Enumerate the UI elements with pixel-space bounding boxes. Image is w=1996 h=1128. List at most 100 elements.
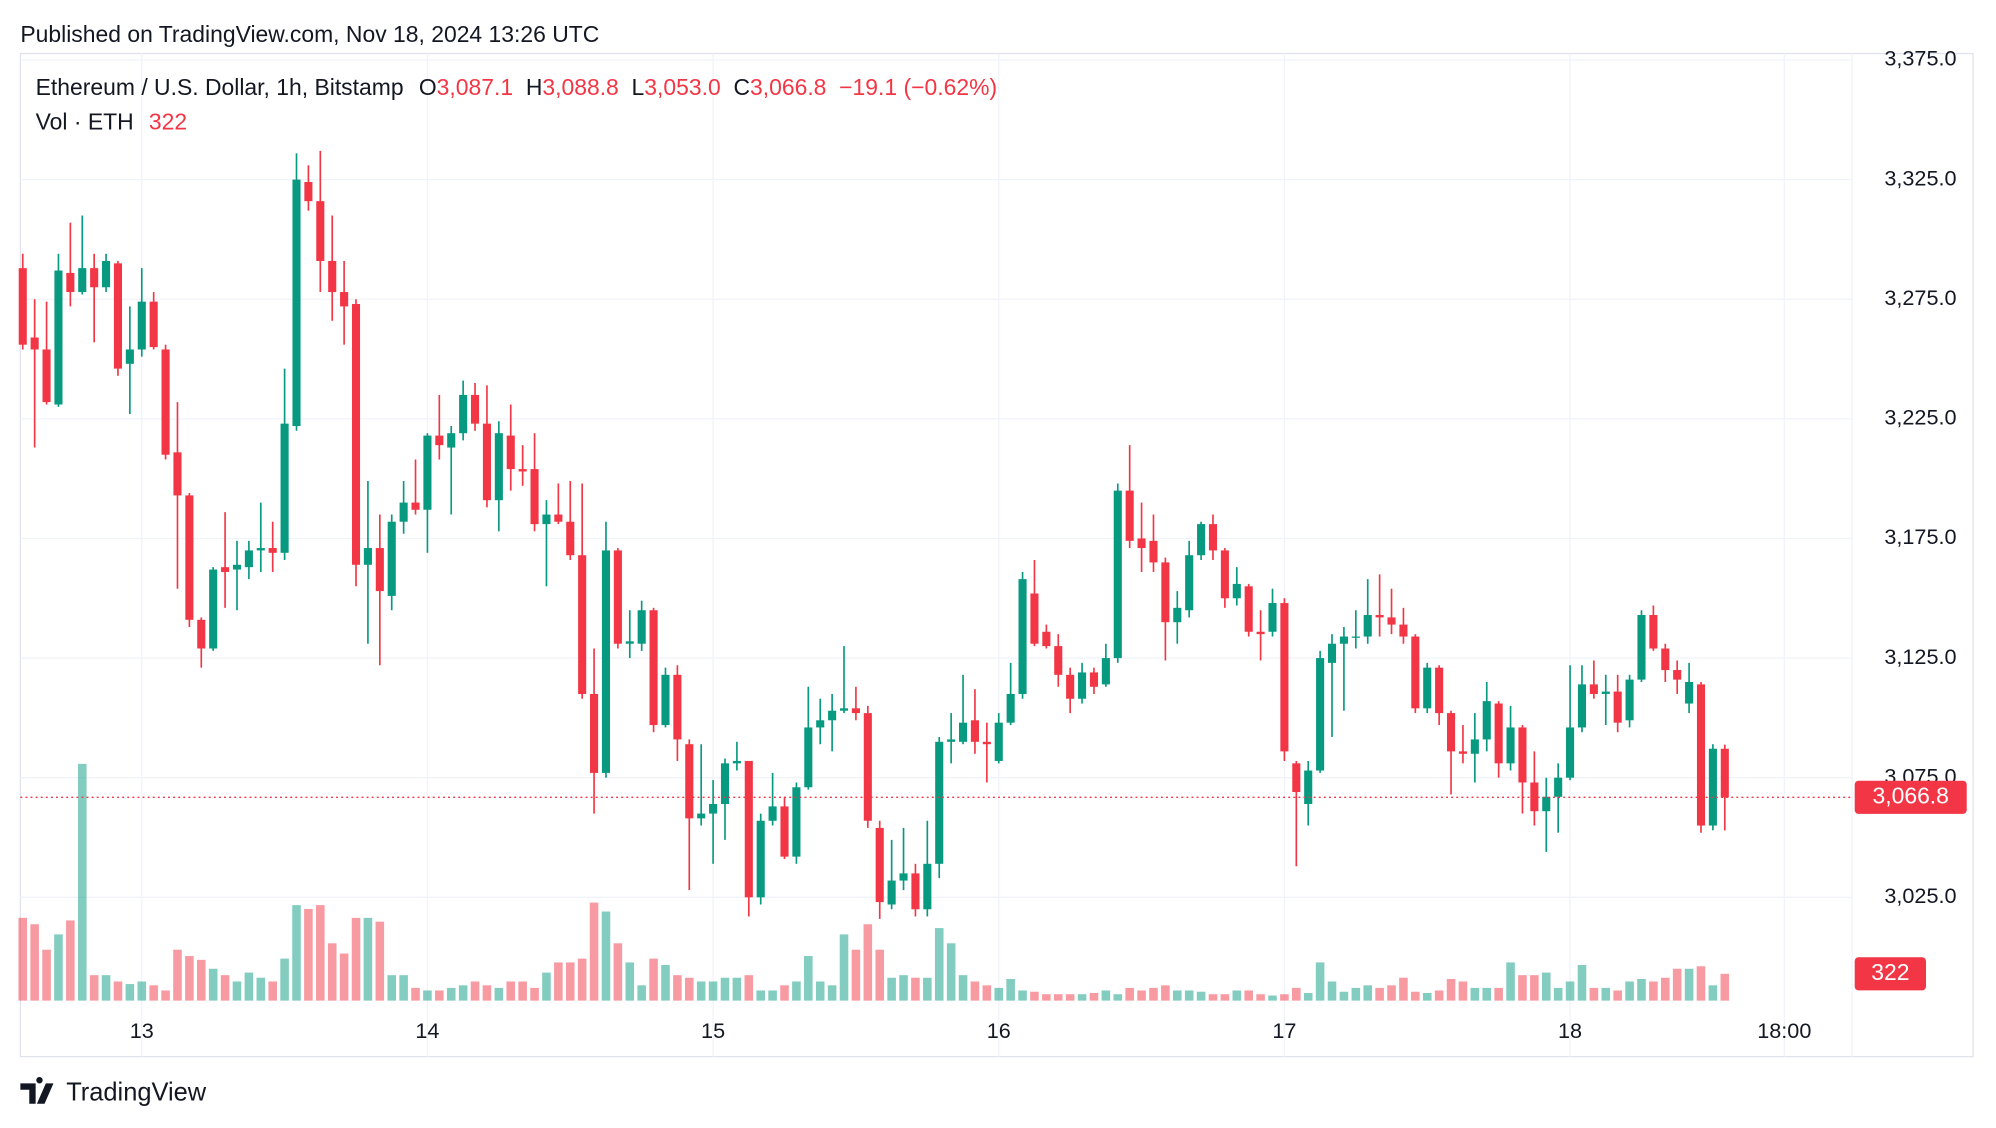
volume-bar — [363, 917, 373, 1001]
grid — [20, 53, 1853, 1057]
candle-body — [828, 710, 837, 721]
volume-bar — [1422, 992, 1432, 1001]
candle-body — [1482, 701, 1491, 740]
volume-bar — [744, 975, 754, 1001]
candle-body — [42, 349, 51, 403]
brand-logo — [20, 1077, 54, 1104]
candle-body — [1208, 524, 1218, 551]
candle-body — [625, 641, 634, 644]
price-tag: 3,066.8 — [1872, 782, 1948, 808]
volume-bar — [470, 981, 480, 1001]
ohlc-value: 3,066.8 — [750, 74, 826, 100]
candle-body — [1078, 672, 1087, 699]
volume-bar — [1196, 991, 1206, 1001]
candle-body — [375, 548, 384, 592]
volume-bar — [565, 962, 575, 1001]
candle-body — [887, 880, 896, 905]
volume-bar — [351, 917, 361, 1001]
volume-legend: Vol · ETH 322 — [36, 109, 188, 135]
volume-bar — [1018, 990, 1027, 1001]
candle-body — [328, 260, 337, 293]
candle-body — [470, 394, 480, 424]
volume-bar — [327, 943, 337, 1001]
volume-bar — [42, 949, 51, 1001]
volume-bar — [1625, 981, 1634, 1001]
candle-body — [161, 349, 170, 455]
candle-body — [1316, 658, 1325, 771]
volume-bar — [1613, 990, 1622, 1001]
candle-body — [875, 827, 884, 903]
candle-body — [792, 787, 801, 857]
candle-body — [351, 304, 361, 565]
candle-body — [839, 708, 849, 711]
candle-body — [1018, 579, 1027, 694]
candle-body — [435, 435, 444, 446]
x-tick-label: 13 — [130, 1018, 154, 1043]
ohlc-label: H — [526, 74, 543, 100]
volume-bar — [1720, 973, 1730, 1001]
volume-bar — [649, 958, 658, 1001]
volume-bar — [1601, 987, 1611, 1001]
volume-bar — [554, 962, 563, 1001]
candle-body — [590, 693, 599, 773]
x-tick-label: 18:00 — [1757, 1018, 1811, 1043]
volume-bar — [875, 949, 885, 1001]
candle-body — [1637, 615, 1646, 680]
volume-bar — [625, 962, 635, 1001]
candle-body — [18, 268, 27, 345]
candle-body — [780, 806, 789, 857]
volume-bar — [863, 924, 873, 1001]
volume-bar — [149, 985, 158, 1001]
candle-body — [1042, 631, 1051, 647]
candle-body — [804, 727, 813, 788]
candle-body — [1518, 727, 1527, 783]
volume-bar — [1220, 994, 1230, 1001]
ohlc-label: L — [632, 74, 645, 100]
candle-body — [459, 394, 468, 434]
volume-bar — [1375, 987, 1384, 1001]
candle-body — [1613, 691, 1622, 723]
volume-bar — [1649, 981, 1658, 1001]
candle-body — [506, 435, 515, 470]
candle-body — [542, 514, 551, 525]
candle-body — [911, 873, 920, 910]
brand: TradingView — [20, 1077, 207, 1106]
volume-bar — [77, 763, 87, 1001]
volume-bar — [1530, 975, 1539, 1001]
volume-bar — [530, 987, 539, 1001]
candle-body — [1268, 603, 1277, 632]
volume-bar — [1458, 981, 1468, 1001]
candle-body — [1470, 739, 1479, 754]
volume-bar — [494, 987, 504, 1001]
y-tick-label: 3,175.0 — [1884, 524, 1956, 549]
volume-bar — [66, 920, 75, 1001]
volume-bar — [54, 934, 63, 1001]
candle-body — [947, 739, 956, 742]
volume-bar — [577, 958, 587, 1001]
volume-bar — [1363, 985, 1373, 1001]
volume-bar — [161, 990, 170, 1001]
candle-body — [399, 502, 408, 522]
volume-bar — [1268, 995, 1277, 1001]
volume-bar — [173, 949, 182, 1001]
candle-body — [221, 567, 230, 572]
candle-body — [1375, 615, 1384, 618]
volume-bar — [339, 953, 349, 1001]
candle-body — [685, 744, 694, 819]
volume-bar — [1006, 978, 1015, 1001]
x-tick-label: 16 — [987, 1018, 1011, 1043]
volume-bar — [1506, 962, 1515, 1001]
candle-body — [1566, 727, 1575, 778]
candle-body — [1458, 751, 1467, 754]
volume-bar — [756, 990, 765, 1001]
volume-bar — [994, 987, 1004, 1001]
volume-bar — [851, 949, 861, 1001]
volume-bar — [435, 990, 444, 1001]
candle-body — [1280, 603, 1289, 752]
candle-body — [494, 433, 503, 501]
volume-bar — [958, 975, 968, 1001]
candle-body — [982, 741, 991, 745]
volume-bar — [244, 972, 254, 1001]
candle-body — [518, 469, 527, 472]
